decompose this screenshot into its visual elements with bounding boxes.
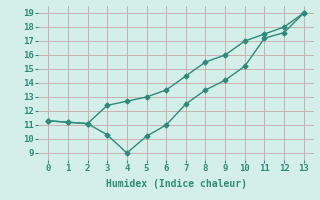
X-axis label: Humidex (Indice chaleur): Humidex (Indice chaleur) bbox=[106, 179, 246, 189]
